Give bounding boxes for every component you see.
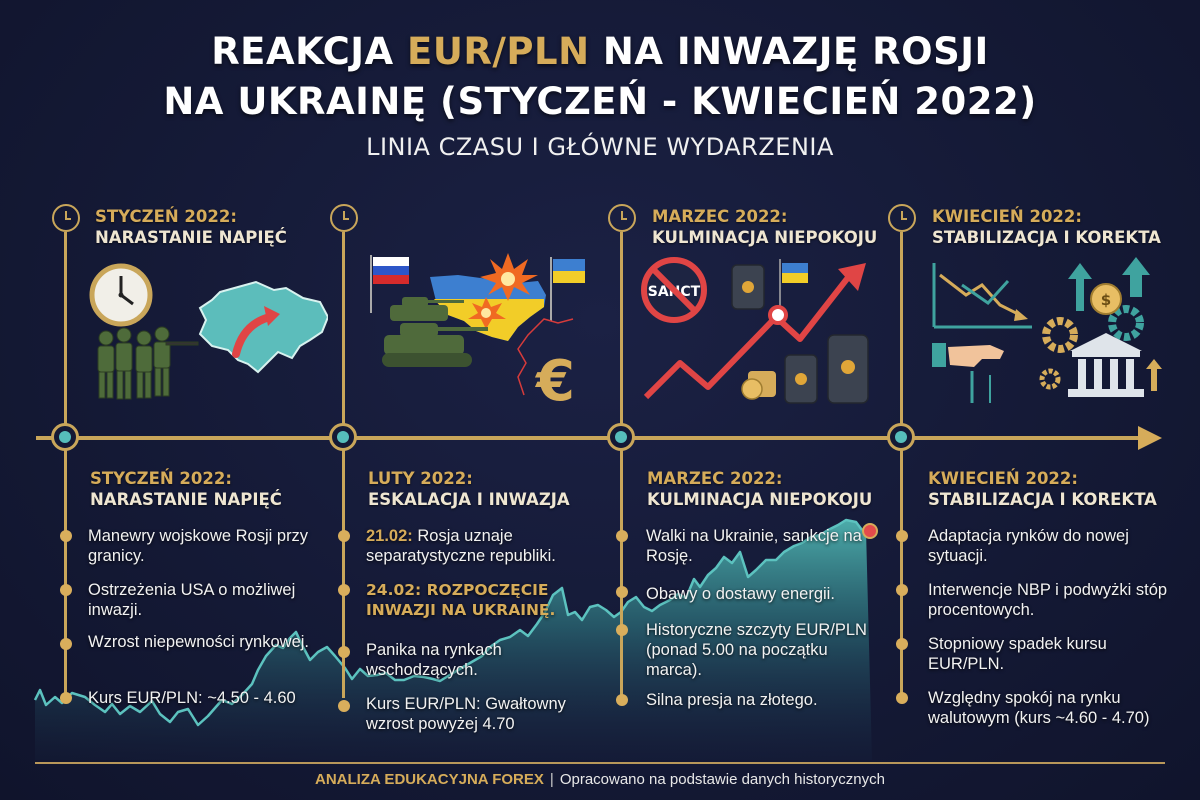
peak-marker-icon bbox=[862, 523, 878, 539]
bullet-text: Wzrost niepewności rynkowej. bbox=[88, 633, 309, 651]
bullet-dot-icon bbox=[616, 530, 628, 542]
bullet-text: 21.02: Rosja uznaje separatystyczne repu… bbox=[366, 527, 556, 565]
bullet-text-invasion: 24.02: ROZPOCZĘCIE INWAZJI NA UKRAINĘ. bbox=[366, 581, 556, 619]
central-bank-icon bbox=[1068, 333, 1144, 397]
bullet-text: Względny spokój na rynku walutowym (kurs… bbox=[928, 689, 1150, 727]
footer-separator: | bbox=[549, 771, 554, 788]
footer-divider bbox=[35, 762, 1165, 764]
bullet-dot-icon bbox=[896, 584, 908, 596]
footer-note: Opracowano na podstawie danych historycz… bbox=[559, 771, 885, 788]
page-title-line2: NA UKRAINĘ (STYCZEŃ - KWIECIEŃ 2022) bbox=[163, 80, 1037, 123]
top-heading-jan: STYCZEŃ 2022: NARASTANIE NAPIĘĆ bbox=[95, 207, 287, 247]
bullet-dot-icon bbox=[616, 624, 628, 636]
bullet-text: Manewry wojskowe Rosji przy granicy. bbox=[88, 527, 309, 565]
bullet-text: Walki na Ukrainie, sankcje na Rosję. bbox=[646, 527, 862, 565]
bullet-dot-icon bbox=[896, 638, 908, 650]
title-accent-eurpln: EUR/PLN bbox=[407, 30, 590, 73]
euro-broken-icon: € bbox=[534, 349, 575, 414]
timeline-node-apr bbox=[887, 423, 915, 451]
footer: ANALIZA EDUKACYJNA FOREX | Opracowano na p… bbox=[0, 771, 1200, 788]
russia-flag-icon bbox=[370, 255, 409, 313]
timeline-node-feb bbox=[329, 423, 357, 451]
timeline-vertical-mar bbox=[620, 232, 623, 698]
rising-red-arrow-icon bbox=[643, 273, 853, 400]
col-heading-apr: KWIECIEŃ 2022: STABILIZACJA I KOREKTA bbox=[928, 469, 1157, 509]
bullet-dot-icon bbox=[60, 638, 72, 650]
bullet-dot-icon bbox=[338, 646, 350, 658]
bullet-text: Adaptacja rynków do nowej sytuacji. bbox=[928, 527, 1129, 565]
page-subtitle: LINIA CZASU I GŁÓWNE WYDARZENIA bbox=[366, 133, 834, 161]
col-heading-jan: STYCZEŃ 2022: NARASTANIE NAPIĘĆ bbox=[90, 469, 282, 509]
bullet-text: Obawy o dostawy energii. bbox=[646, 585, 835, 603]
ukraine-map-icon bbox=[198, 280, 328, 374]
footer-brand: ANALIZA EDUKACYJNA FOREX bbox=[315, 771, 544, 788]
bullet-dot-icon bbox=[60, 584, 72, 596]
dollar-coin-icon: $ bbox=[1090, 283, 1122, 315]
wall-clock-icon bbox=[89, 263, 153, 327]
bullet-dot-icon bbox=[338, 530, 350, 542]
explosion-icon bbox=[468, 253, 538, 329]
oil-barrel-icon bbox=[731, 264, 869, 404]
timeline-vertical-feb bbox=[342, 232, 345, 698]
top-heading-mar: MARZEC 2022: KULMINACJA NIEPOKOJU bbox=[652, 207, 878, 247]
gears-icon bbox=[1039, 305, 1144, 390]
bullet-dot-icon bbox=[338, 700, 350, 712]
top-heading-apr: KWIECIEŃ 2022: STABILIZACJA I KOREKTA bbox=[932, 207, 1161, 247]
bullet-dot-icon bbox=[616, 586, 628, 598]
crack-icon bbox=[517, 318, 574, 396]
bullet-text: Ostrzeżenia USA o możliwej inwazji. bbox=[88, 581, 296, 619]
illustration-january bbox=[89, 263, 328, 400]
sanctions-sign-icon: SANCT bbox=[641, 257, 707, 323]
col-heading-feb: LUTY 2022: ESKALACJA I INWAZJA bbox=[368, 469, 570, 509]
title-text: NA INWAZJĘ ROSJI bbox=[589, 30, 989, 73]
bullet-text: Silna presja na złotego. bbox=[646, 691, 818, 709]
bullet-dot-icon bbox=[616, 694, 628, 706]
coin-stack-icon bbox=[741, 371, 776, 400]
red-arrow-icon bbox=[232, 313, 274, 358]
timeline-vertical-jan bbox=[64, 232, 67, 698]
hand-icon bbox=[932, 343, 1004, 403]
title-text: REAKCJA bbox=[211, 30, 408, 73]
bullet-dot-icon bbox=[896, 530, 908, 542]
timeline-vertical-apr bbox=[900, 232, 903, 698]
bullet-text: Kurs EUR/PLN: Gwałtowny wzrost powyżej 4… bbox=[366, 695, 566, 733]
ukraine-flag-icon bbox=[550, 257, 585, 321]
clock-icon bbox=[52, 204, 80, 232]
bullet-text: Stopniowy spadek kursu EUR/PLN. bbox=[928, 635, 1107, 673]
timeline-axis bbox=[36, 436, 1146, 440]
ukraine-flag-icon bbox=[779, 259, 808, 315]
bullet-dot-icon bbox=[896, 692, 908, 704]
up-arrows-icon bbox=[1068, 257, 1162, 391]
bullet-text: Panika na rynkach wschodzących. bbox=[366, 641, 502, 679]
soldiers-icon bbox=[97, 326, 199, 400]
col-heading-mar: MARZEC 2022: KULMINACJA NIEPOKOJU bbox=[647, 469, 873, 509]
falling-chart-icon bbox=[932, 263, 1032, 329]
bullet-text: Kurs EUR/PLN: ~4.50 - 4.60 bbox=[88, 689, 296, 707]
timeline-arrowhead-icon bbox=[1138, 426, 1162, 450]
timeline-node-mar bbox=[607, 423, 635, 451]
illustration-february: € bbox=[370, 253, 585, 414]
tank-icon bbox=[382, 297, 488, 367]
illustration-april: $ bbox=[932, 257, 1162, 403]
bullet-text: Historyczne szczyty EUR/PLN (ponad 5.00 … bbox=[646, 621, 867, 679]
clock-icon bbox=[608, 204, 636, 232]
timeline-node-jan bbox=[51, 423, 79, 451]
clock-icon bbox=[330, 204, 358, 232]
svg-text:$: $ bbox=[1101, 291, 1111, 309]
page-title: REAKCJA EUR/PLN NA INWAZJĘ ROSJI bbox=[0, 30, 1200, 73]
bullet-dot-icon bbox=[60, 692, 72, 704]
bullet-dot-icon bbox=[338, 584, 350, 596]
illustration-march: SANCT bbox=[641, 257, 869, 404]
clock-icon bbox=[888, 204, 916, 232]
bullet-text: Interwencje NBP i podwyżki stóp procento… bbox=[928, 581, 1168, 619]
bullet-dot-icon bbox=[60, 530, 72, 542]
